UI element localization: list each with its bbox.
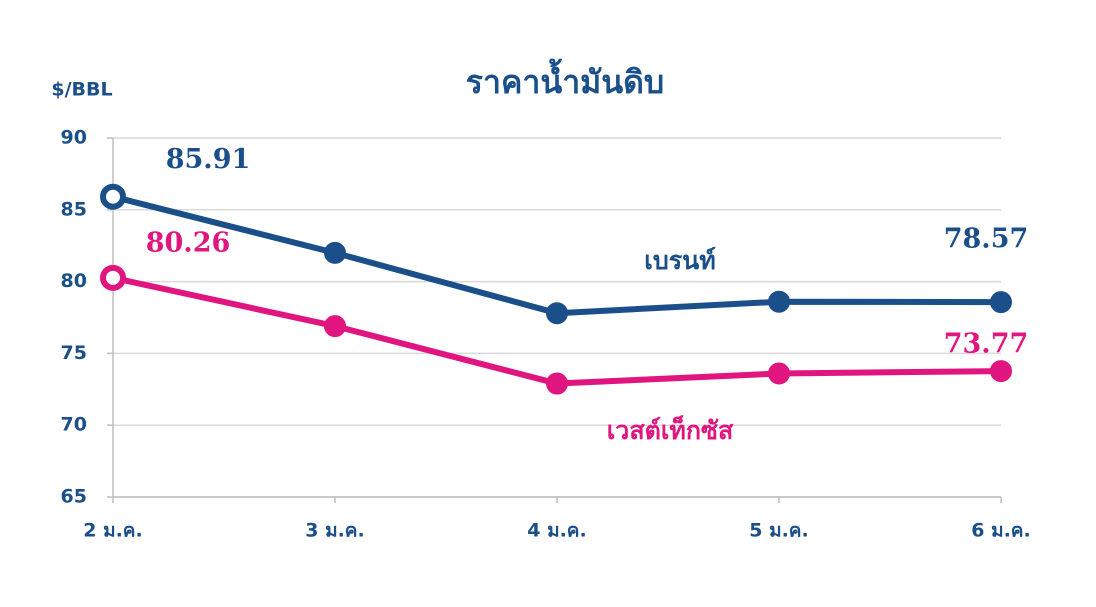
x-tick-label: 2 ม.ค.	[83, 520, 143, 542]
data-point	[100, 264, 126, 291]
chart-title: ราคาน้ำมันดิบ	[466, 58, 664, 101]
data-point	[990, 291, 1012, 314]
data-point	[768, 362, 790, 385]
y-axis-title: $/BBL	[51, 79, 112, 101]
series-name: เบรนท์	[644, 246, 715, 275]
data-label: 80.26	[146, 227, 231, 258]
data-point	[324, 241, 346, 264]
data-point	[324, 315, 346, 338]
y-tick-label: 90	[61, 127, 87, 149]
y-tick-label: 70	[61, 414, 87, 436]
data-point	[100, 183, 126, 210]
data-label: 78.57	[944, 224, 1029, 255]
x-tick-label: 5 ม.ค.	[749, 520, 809, 542]
data-point	[546, 372, 568, 395]
data-point	[546, 302, 568, 325]
y-tick-label: 65	[61, 486, 87, 508]
y-tick-label: 85	[61, 198, 87, 220]
y-tick-label: 80	[61, 270, 87, 292]
x-tick-label: 4 ม.ค.	[527, 520, 587, 542]
x-tick-label: 6 ม.ค.	[971, 520, 1031, 542]
x-tick-label: 3 ม.ค.	[305, 520, 365, 542]
data-point	[768, 290, 790, 313]
data-point	[990, 360, 1012, 383]
series-line	[112, 274, 1002, 387]
data-label: 85.91	[166, 144, 251, 175]
series-line	[112, 193, 1002, 317]
y-tick-label: 75	[61, 342, 87, 364]
series-name: เวสต์เท็กซัส	[607, 415, 734, 445]
data-label: 73.77	[944, 329, 1029, 360]
